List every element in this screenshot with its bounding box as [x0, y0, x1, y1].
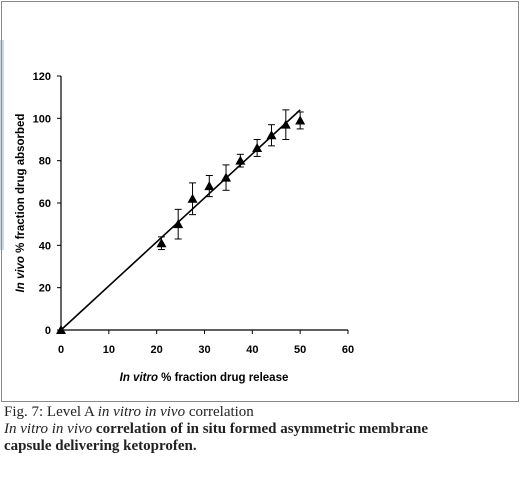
chart: 0 20 40 60 80 100 120 0 10 20 30 40 50 60 In vitro %…: [15, 71, 354, 384]
caption-fig-label: Fig. 7: Level A: [4, 404, 98, 420]
error-bars: [157, 109, 304, 251]
data-point-triangle: [252, 142, 263, 152]
caption-desc-line-2: capsule delivering ketoprofen.: [4, 438, 197, 454]
y-axis-label-rest: % fraction drug absorbed: [15, 114, 27, 257]
x-tick-label: 20: [151, 344, 163, 356]
figure-caption: Fig. 7: Level A in vitro in vivo correla…: [4, 404, 519, 455]
data-point-triangle: [204, 181, 215, 191]
y-tick-label: 40: [39, 240, 51, 252]
data-point-triangle: [173, 219, 184, 229]
y-tick-label: 100: [33, 113, 51, 125]
x-tick-group: 0 10 20 30 40 50 60: [58, 330, 354, 356]
x-tick-label: 30: [198, 344, 210, 356]
caption-desc-italic: In vitro in vivo: [4, 421, 93, 437]
x-axis: 0 10 20 30 40 50 60: [58, 329, 354, 356]
x-axis-label-italic: In vitro: [120, 372, 158, 384]
caption-desc-rest: correlation of in situ formed asymmetric…: [92, 421, 429, 437]
y-axis: 0 20 40 60 80 100 120: [33, 71, 62, 337]
y-tick-group: 0 20 40 60 80 100 120: [33, 71, 61, 337]
x-tick-label: 10: [103, 344, 115, 356]
left-edge-strip: [0, 40, 4, 250]
y-axis-label-italic: In vivo: [15, 256, 27, 292]
data-point-triangle: [280, 119, 291, 129]
data-point-triangle: [235, 155, 246, 165]
data-point-triangle: [56, 325, 66, 334]
data-point-triangle: [156, 238, 167, 248]
x-axis-label: In vitro % fraction drug release: [120, 372, 289, 384]
x-tick-label: 40: [246, 344, 258, 356]
caption-fig-italic: in vitro in vivo: [97, 404, 186, 420]
caption-fig-rest: correlation: [185, 404, 254, 420]
data-point-triangle: [187, 193, 198, 203]
y-axis-label: In vivo % fraction drug absorbed: [15, 114, 27, 293]
data-point-triangle: [266, 130, 277, 140]
x-tick-label: 60: [342, 344, 354, 356]
caption-desc-line: In vitro in vivo correlation of in situ …: [4, 421, 519, 438]
data-point-triangle: [221, 172, 232, 182]
y-tick-label: 0: [45, 325, 51, 337]
x-tick-label: 0: [58, 344, 64, 356]
figure-frame: [1, 1, 519, 402]
y-tick-label: 60: [39, 198, 51, 210]
y-tick-label: 20: [39, 283, 51, 295]
fit-line: [60, 109, 301, 331]
caption-title-line: Fig. 7: Level A in vitro in vivo correla…: [4, 404, 519, 421]
y-tick-label: 120: [33, 71, 51, 83]
data-point-triangle: [295, 115, 306, 125]
x-tick-label: 50: [294, 344, 306, 356]
y-tick-label: 80: [39, 156, 51, 168]
x-axis-label-rest: % fraction drug release: [158, 372, 288, 384]
data-markers: [56, 115, 306, 334]
